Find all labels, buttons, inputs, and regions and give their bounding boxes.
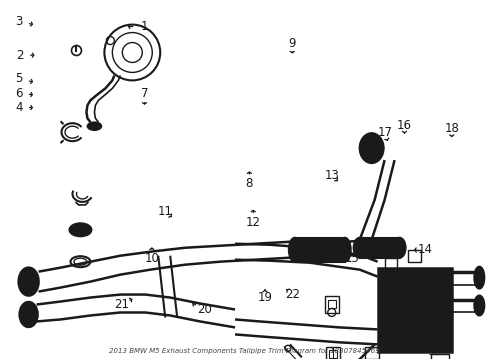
Bar (359, 238, 399, 258)
Bar (377, 268, 451, 352)
Text: 8: 8 (245, 177, 253, 190)
Text: 16: 16 (396, 119, 411, 132)
Ellipse shape (288, 238, 300, 262)
Text: 21: 21 (114, 298, 129, 311)
Text: 2013 BMW M5 Exhaust Components Tailpipe Trim Diagram for 18307845469: 2013 BMW M5 Exhaust Components Tailpipe … (108, 348, 379, 354)
Text: 11: 11 (158, 205, 173, 218)
Text: 2: 2 (17, 49, 24, 62)
Text: 19: 19 (257, 291, 272, 304)
Bar (328, 350, 336, 358)
Bar (324, 296, 338, 314)
Bar (327, 300, 335, 307)
Bar (430, 354, 448, 360)
Bar (364, 347, 378, 359)
Text: 17: 17 (377, 126, 392, 139)
Ellipse shape (473, 267, 483, 289)
Ellipse shape (393, 238, 405, 258)
Bar (407, 250, 421, 262)
Text: 1: 1 (141, 20, 148, 33)
Text: 4: 4 (16, 101, 23, 114)
Ellipse shape (338, 238, 350, 262)
Ellipse shape (353, 238, 365, 258)
Text: 22: 22 (284, 288, 299, 301)
Text: 9: 9 (288, 36, 295, 50)
Ellipse shape (359, 133, 383, 163)
Text: 10: 10 (144, 252, 159, 265)
Text: 15: 15 (344, 252, 359, 265)
Text: 18: 18 (444, 122, 458, 135)
Bar (294, 238, 344, 262)
Bar (384, 258, 396, 270)
Ellipse shape (19, 268, 39, 296)
Text: 5: 5 (16, 72, 23, 85)
Ellipse shape (69, 223, 91, 236)
Text: 13: 13 (324, 169, 339, 182)
Text: 3: 3 (16, 15, 23, 28)
Text: 14: 14 (417, 243, 431, 256)
Ellipse shape (87, 122, 101, 130)
Ellipse shape (20, 302, 38, 327)
Bar (325, 347, 339, 360)
Text: 6: 6 (16, 87, 23, 100)
Text: 20: 20 (197, 303, 211, 316)
Ellipse shape (473, 296, 483, 315)
Text: 7: 7 (141, 87, 148, 100)
Text: 12: 12 (245, 216, 260, 229)
